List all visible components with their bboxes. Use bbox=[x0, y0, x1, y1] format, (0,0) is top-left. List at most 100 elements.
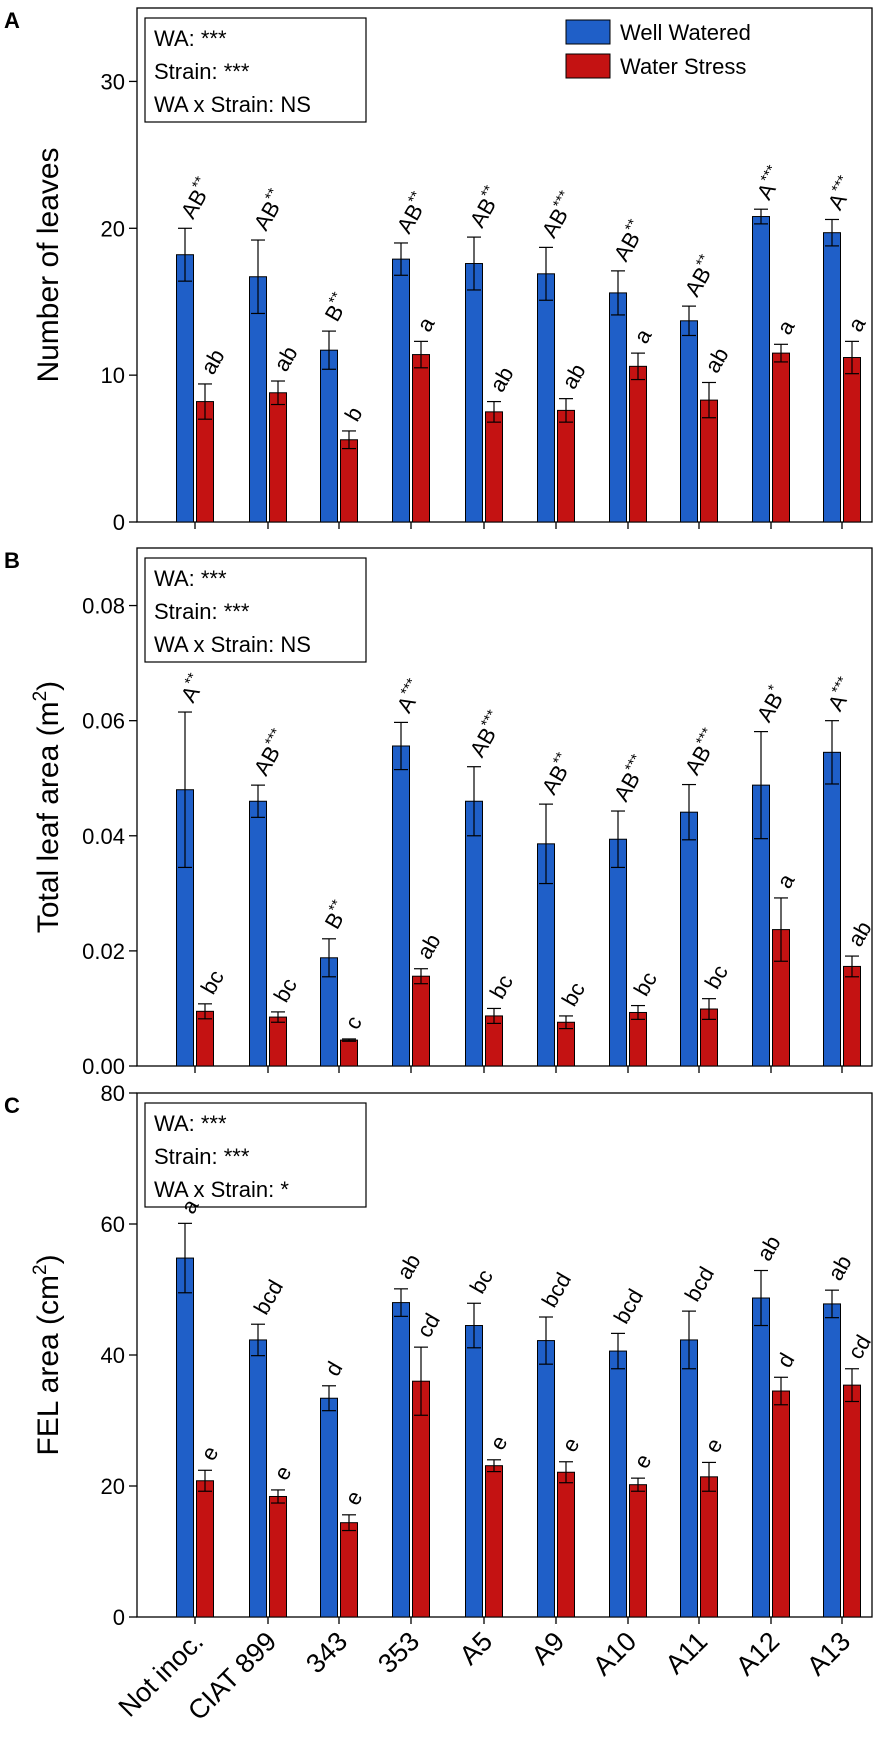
x-category-label: A9 bbox=[526, 1626, 571, 1671]
significance-label: e bbox=[485, 1431, 513, 1454]
stats-line: WA: *** bbox=[154, 566, 227, 591]
significance-label: e bbox=[269, 1461, 297, 1484]
y-tick-label: 10 bbox=[101, 363, 125, 388]
bar-water-stress bbox=[485, 411, 503, 523]
y-tick-label: 30 bbox=[101, 69, 125, 94]
significance-label: e bbox=[700, 1434, 728, 1457]
bar-water-stress bbox=[772, 1390, 790, 1618]
significance-label: AB*** bbox=[607, 751, 654, 805]
y-tick-label: 0.04 bbox=[82, 824, 125, 849]
bar-well-watered bbox=[823, 751, 841, 1067]
significance-label: bc bbox=[485, 970, 518, 1003]
stats-line: WA: *** bbox=[154, 26, 227, 51]
significance-label: AB** bbox=[535, 749, 579, 798]
significance-label: d bbox=[772, 1349, 800, 1372]
x-category-label: A11 bbox=[659, 1626, 713, 1680]
bar-well-watered bbox=[537, 273, 555, 523]
bar-well-watered bbox=[680, 1339, 698, 1618]
significance-label: A*** bbox=[750, 162, 790, 204]
significance-label: e bbox=[196, 1442, 224, 1465]
significance-label: bc bbox=[269, 974, 302, 1007]
bar-water-stress bbox=[340, 1039, 358, 1067]
significance-label: bc bbox=[557, 978, 590, 1011]
significance-label: a bbox=[772, 869, 800, 893]
significance-label: A*** bbox=[821, 172, 861, 214]
bar-water-stress bbox=[485, 1465, 503, 1618]
bar-water-stress bbox=[843, 357, 861, 523]
significance-label: ab bbox=[823, 1251, 857, 1285]
stats-box bbox=[144, 1102, 367, 1208]
y-tick-label: 0.06 bbox=[82, 709, 125, 734]
legend-label: Well Watered bbox=[620, 20, 751, 45]
significance-label: AB*** bbox=[247, 725, 294, 779]
bar-water-stress bbox=[629, 1484, 647, 1618]
stats-box bbox=[144, 557, 367, 663]
significance-label: AB** bbox=[247, 185, 291, 234]
significance-label: bc bbox=[629, 967, 662, 1000]
y-tick-label: 80 bbox=[101, 1081, 125, 1106]
y-tick-label: 0 bbox=[113, 510, 125, 535]
significance-label: ab bbox=[196, 345, 230, 379]
significance-label: e bbox=[557, 1433, 585, 1456]
x-category-label: A5 bbox=[454, 1626, 499, 1671]
bar-water-stress bbox=[843, 1384, 861, 1618]
panel-C: C 0 20 40 60 80 FEL area (cm2) WA: *** Strain: *… bbox=[4, 1081, 876, 1630]
panel-label: A bbox=[4, 8, 20, 33]
stats-line: WA x Strain: * bbox=[154, 1177, 289, 1202]
y-tick-label: 0 bbox=[113, 1605, 125, 1630]
legend-swatch bbox=[565, 53, 611, 79]
legend-swatch bbox=[565, 19, 611, 45]
bar-water-stress bbox=[843, 965, 861, 1067]
significance-label: ab bbox=[392, 1250, 426, 1284]
significance-label: B** bbox=[318, 897, 355, 933]
significance-label: AB*** bbox=[678, 725, 725, 779]
significance-label: AB** bbox=[463, 182, 507, 231]
significance-label: bc bbox=[196, 966, 229, 999]
x-category-label: A13 bbox=[801, 1626, 856, 1681]
significance-label: a bbox=[843, 312, 871, 336]
bar-water-stress bbox=[629, 1011, 647, 1067]
bar-well-watered bbox=[609, 838, 627, 1067]
x-category-label: A10 bbox=[587, 1626, 642, 1681]
significance-label: B** bbox=[318, 289, 355, 325]
bar-well-watered bbox=[465, 1325, 483, 1618]
x-category-label: A12 bbox=[730, 1626, 785, 1681]
y-axis-label: Number of leaves bbox=[32, 147, 65, 382]
bar-well-watered bbox=[537, 1340, 555, 1618]
significance-label: d bbox=[320, 1357, 348, 1380]
significance-label: AB** bbox=[678, 251, 722, 300]
bar-water-stress bbox=[629, 365, 647, 523]
x-axis-labels: Not inoc.CIAT 899 343 353 A5 A9 A10 A11 A12 A13 bbox=[113, 1626, 857, 1726]
x-category-label: 353 bbox=[372, 1626, 425, 1679]
significance-label: A*** bbox=[821, 674, 861, 716]
significance-label: bcd bbox=[609, 1285, 648, 1328]
significance-label: a bbox=[412, 312, 440, 336]
significance-label: AB*** bbox=[463, 707, 510, 761]
significance-label: AB** bbox=[174, 174, 218, 223]
bar-water-stress bbox=[412, 1380, 430, 1618]
stats-line: Strain: *** bbox=[154, 1144, 250, 1169]
bar-water-stress bbox=[269, 392, 287, 523]
bar-water-stress bbox=[557, 409, 575, 523]
panel-B: B 0.00 0.02 0.04 0.06 0.08 Total leaf area (m2… bbox=[4, 547, 877, 1079]
significance-label: AB* bbox=[750, 682, 791, 726]
y-tick-label: 20 bbox=[101, 1474, 125, 1499]
significance-label: bc bbox=[700, 961, 733, 994]
bar-well-watered bbox=[823, 232, 841, 523]
bar-well-watered bbox=[176, 254, 194, 523]
bar-well-watered bbox=[320, 349, 338, 523]
bar-well-watered bbox=[392, 258, 410, 523]
significance-label: a bbox=[629, 324, 657, 348]
bar-well-watered bbox=[249, 800, 267, 1067]
y-tick-label: 0.02 bbox=[82, 939, 125, 964]
bar-well-watered bbox=[320, 1397, 338, 1618]
bar-water-stress bbox=[340, 1522, 358, 1618]
significance-label: AB** bbox=[607, 216, 651, 265]
y-axis-label: FEL area (cm2) bbox=[30, 1254, 65, 1455]
y-tick-label: 60 bbox=[101, 1212, 125, 1237]
panel-label: C bbox=[4, 1093, 20, 1118]
stats-line: Strain: *** bbox=[154, 59, 250, 84]
bar-well-watered bbox=[680, 811, 698, 1067]
significance-label: ab bbox=[752, 1231, 786, 1265]
